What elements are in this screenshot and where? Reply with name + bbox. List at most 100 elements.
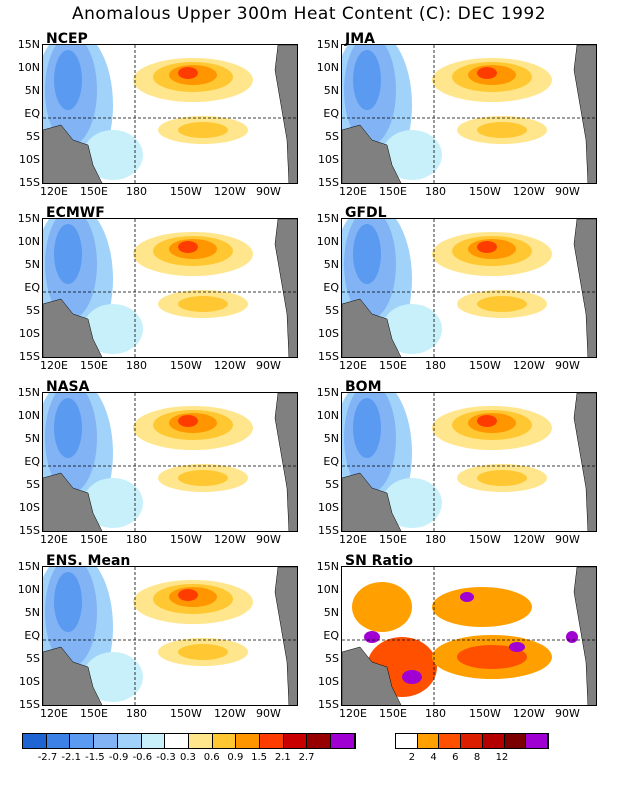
lat-tick-label: 15N	[316, 38, 339, 51]
lon-tick-label: 150E	[80, 185, 108, 198]
panel-name: ENS. Mean	[46, 553, 131, 569]
land-mass-east	[573, 219, 596, 357]
lon-tick-label: 120W	[513, 359, 545, 372]
map-field	[342, 567, 596, 705]
field-contour	[402, 670, 422, 684]
land-mass-west	[342, 646, 402, 705]
colorbar-label: 2.7	[298, 752, 315, 763]
lat-tick-label: 5S	[325, 477, 339, 491]
lat-tick-label: 10S	[19, 326, 40, 340]
lon-tick-label: 150W	[469, 359, 501, 372]
colorbar-swatch	[23, 734, 47, 748]
lat-tick-label: 15S	[19, 349, 40, 363]
map-field	[43, 567, 297, 705]
colorbar-swatch	[188, 734, 213, 748]
field-contour	[566, 631, 578, 643]
lon-tick-label: 180	[425, 707, 446, 720]
lat-tick-label: EQ	[24, 106, 40, 120]
colorbar-swatch	[439, 734, 462, 748]
lat-tick-label: 15N	[316, 560, 339, 573]
lon-tick-label: 120W	[214, 185, 246, 198]
lon-tick-label: 180	[126, 533, 147, 546]
colorbar-swatch	[396, 734, 418, 748]
map-panel	[42, 218, 298, 358]
field-contour	[178, 296, 228, 312]
lon-tick-label: 120W	[214, 359, 246, 372]
map-field	[43, 45, 297, 183]
lat-tick-label: 10N	[316, 60, 339, 74]
lat-tick-label: EQ	[323, 454, 339, 468]
lat-tick-label: 15S	[19, 175, 40, 189]
map-panel	[42, 566, 298, 706]
colorbar-label: 6	[452, 752, 459, 763]
lat-tick-label: EQ	[323, 106, 339, 120]
lat-tick-label: 5N	[323, 83, 339, 97]
lon-tick-label: 150W	[469, 707, 501, 720]
colorbar-label: 1.5	[251, 752, 268, 763]
colorbar-label: 0.3	[180, 752, 196, 763]
lon-tick-label: 180	[425, 359, 446, 372]
lat-tick-label: 5S	[325, 303, 339, 317]
lat-tick-label: 10N	[17, 582, 40, 596]
land-mass-west	[342, 472, 402, 531]
lon-tick-label: 150W	[170, 359, 202, 372]
field-contour	[83, 304, 143, 354]
lon-tick-label: 90W	[256, 185, 281, 198]
lat-tick-label: 10N	[316, 582, 339, 596]
lon-tick-label: 90W	[256, 359, 281, 372]
field-contour	[477, 241, 497, 253]
field-contour	[432, 587, 532, 627]
lat-tick-label: 5S	[26, 477, 40, 491]
lat-tick-label: 15N	[17, 38, 40, 51]
panel-name: JMA	[345, 31, 375, 47]
panel-name: ECMWF	[46, 205, 105, 221]
lon-tick-label: 150E	[379, 533, 407, 546]
map-panel	[42, 44, 298, 184]
colorbar-label: 8	[473, 752, 481, 763]
panel-name: SN Ratio	[345, 553, 414, 569]
field-contour	[54, 224, 82, 284]
lon-tick-label: 150E	[379, 359, 407, 372]
colorbar-swatch	[141, 734, 166, 748]
lat-tick-label: 10N	[316, 234, 339, 248]
land-mass-east	[573, 567, 596, 705]
colorbar-swatch	[331, 734, 355, 748]
panel-name: GFDL	[345, 205, 387, 221]
lon-tick-label: 120E	[40, 359, 68, 372]
field-contour	[364, 631, 380, 643]
colorbar-swatch	[283, 734, 308, 748]
map-panel	[341, 392, 597, 532]
field-contour	[178, 241, 198, 253]
lat-tick-label: EQ	[24, 628, 40, 642]
anomaly-colorbar	[22, 733, 356, 749]
map-field	[342, 45, 596, 183]
colorbar-swatch	[70, 734, 95, 748]
field-contour	[54, 572, 82, 632]
lat-tick-label: 5S	[26, 651, 40, 665]
lon-tick-label: 120W	[513, 533, 545, 546]
colorbar-label: -2.7	[37, 752, 58, 763]
field-contour	[457, 645, 527, 669]
land-mass-east	[274, 393, 297, 531]
colorbar-swatch	[307, 734, 332, 748]
lat-tick-label: 15S	[19, 697, 40, 711]
colorbar-swatch	[504, 734, 527, 748]
figure-title: Anomalous Upper 300m Heat Content (C): D…	[71, 4, 547, 24]
lat-tick-label: 10S	[19, 674, 40, 688]
map-panel	[341, 566, 597, 706]
lat-tick-label: 5N	[24, 605, 40, 619]
lat-tick-label: 10S	[318, 500, 339, 514]
land-mass-east	[573, 393, 596, 531]
map-panel	[341, 44, 597, 184]
lat-tick-label: 5N	[24, 83, 40, 97]
lon-tick-label: 150E	[379, 185, 407, 198]
map-field	[43, 393, 297, 531]
lon-tick-label: 120E	[40, 533, 68, 546]
panel-name: BOM	[345, 379, 382, 395]
field-contour	[178, 470, 228, 486]
lon-tick-label: 150E	[80, 359, 108, 372]
lat-tick-label: 5S	[325, 651, 339, 665]
lon-tick-label: 90W	[555, 185, 580, 198]
lat-tick-label: 15N	[316, 212, 339, 225]
lat-tick-label: 5N	[323, 431, 339, 445]
